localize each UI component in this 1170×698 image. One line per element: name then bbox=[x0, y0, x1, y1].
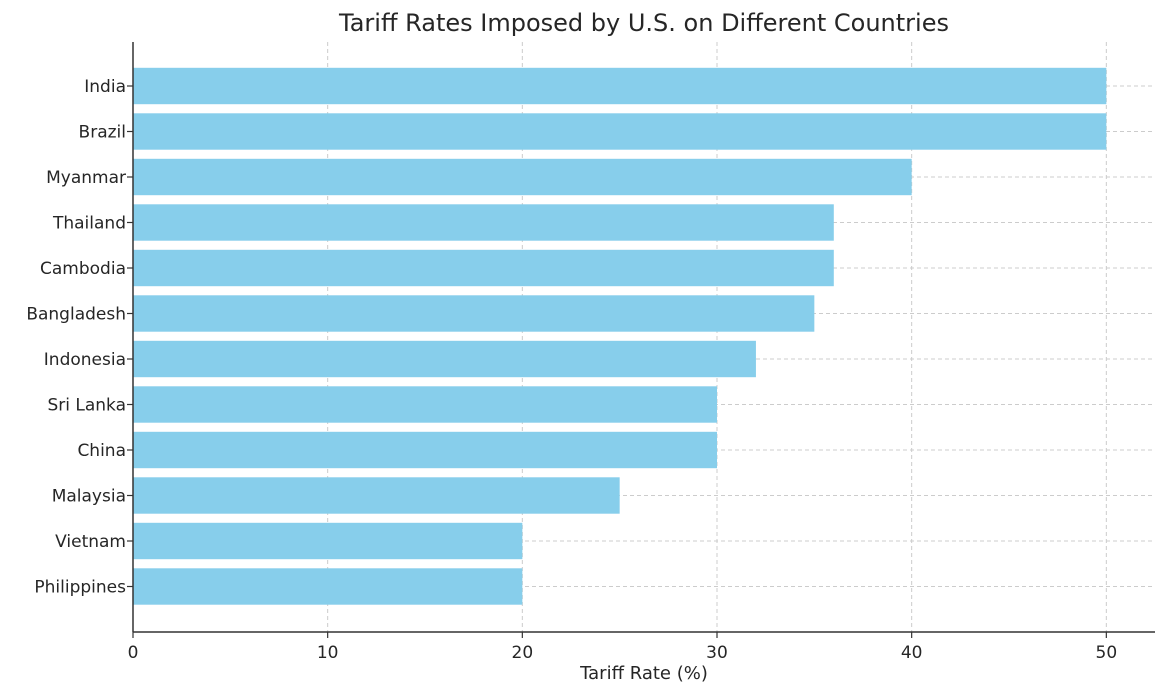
chart-title: Tariff Rates Imposed by U.S. on Differen… bbox=[338, 9, 949, 37]
bar-cambodia bbox=[133, 249, 834, 287]
y-tick-label: Philippines bbox=[34, 578, 126, 598]
x-axis-label: Tariff Rate (%) bbox=[579, 663, 708, 684]
y-tick-label: Vietnam bbox=[55, 532, 126, 552]
y-tick-label: Indonesia bbox=[44, 350, 126, 370]
bar-china bbox=[133, 431, 717, 469]
y-tick-label: India bbox=[84, 77, 126, 97]
bar-india bbox=[133, 67, 1107, 105]
bars bbox=[133, 67, 1107, 605]
bar-malaysia bbox=[133, 477, 620, 514]
x-tick-label: 20 bbox=[512, 643, 534, 663]
axes: 0 10 20 30 40 50 India Brazil Myanmar Thailand Cam… bbox=[26, 42, 1155, 663]
y-tick-label: Sri Lanka bbox=[47, 396, 126, 416]
bar-thailand bbox=[133, 204, 834, 241]
bar-brazil bbox=[133, 113, 1107, 150]
bar-indonesia bbox=[133, 340, 756, 378]
bar-vietnam bbox=[133, 522, 523, 560]
y-tick-label: Malaysia bbox=[52, 487, 126, 507]
y-tick-label: Cambodia bbox=[40, 259, 126, 279]
x-tick-label: 10 bbox=[317, 643, 339, 663]
bar-sri-lanka bbox=[133, 386, 717, 423]
y-tick-label: Brazil bbox=[79, 123, 126, 143]
y-tick-label: Myanmar bbox=[46, 168, 126, 188]
bar-philippines bbox=[133, 568, 523, 605]
bar-bangladesh bbox=[133, 295, 815, 332]
y-tick-label: China bbox=[77, 441, 126, 461]
y-tick-label: Bangladesh bbox=[26, 305, 126, 325]
x-tick-label: 0 bbox=[128, 643, 139, 663]
y-tick-label: Thailand bbox=[52, 214, 126, 234]
x-tick-label: 30 bbox=[706, 643, 728, 663]
x-tick-label: 40 bbox=[901, 643, 923, 663]
x-tick-label: 50 bbox=[1096, 643, 1118, 663]
bar-myanmar bbox=[133, 158, 912, 196]
